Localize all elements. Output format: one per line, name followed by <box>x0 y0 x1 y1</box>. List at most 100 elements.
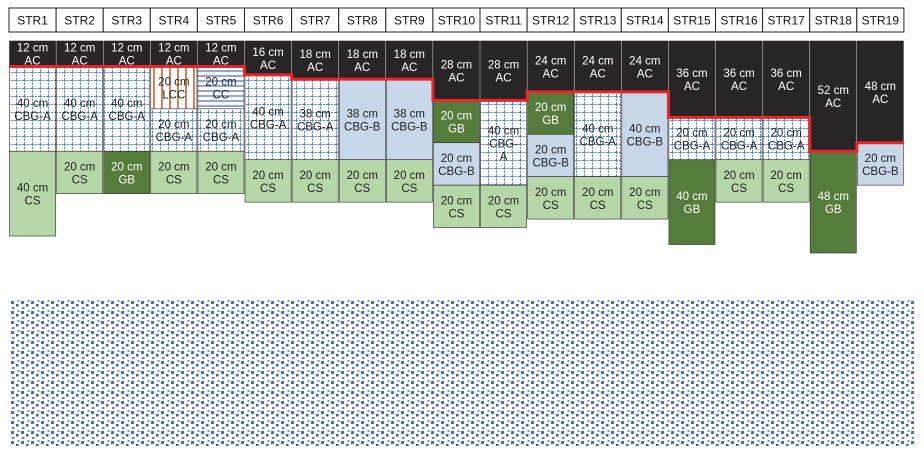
layer-block-gb <box>527 91 574 135</box>
section-header-label: STR5 <box>206 14 237 28</box>
layer-block-ac <box>856 40 904 144</box>
layer-label: 20 cm CS <box>770 170 801 195</box>
layer-block-cbg-b <box>433 142 480 186</box>
section-header-label: STR3 <box>111 14 142 28</box>
layer-label: 12 cm AC <box>64 43 95 68</box>
layer-label: 20 cm CS <box>252 170 283 195</box>
layer-label: 18 cm AC <box>299 49 330 74</box>
layer-blocks: 12 cm AC 40 cm CBG-A 40 cm CS 12 cm AC 40 cm CBG-… <box>9 40 904 254</box>
layer-block-cbg-a <box>197 108 245 152</box>
layer-label: 40 cm CBG-B <box>627 123 664 148</box>
section-header-cell <box>620 7 669 33</box>
layer-block-cbg-a <box>103 66 151 152</box>
layer-label: 38 cm CBG-B <box>391 108 428 133</box>
section-header-cell <box>715 7 764 33</box>
layer-label: 28 cm AC <box>441 60 472 85</box>
section-header-cell <box>432 7 481 33</box>
section-header-label: STR6 <box>253 14 284 28</box>
layer-label: 52 cm AC <box>818 85 849 110</box>
layer-block-ac <box>527 40 574 93</box>
layer-label: 40 cm CBG-A <box>488 125 519 163</box>
layer-label: 20 cm CBG-B <box>862 153 899 178</box>
section-header-label: STR4 <box>159 14 190 28</box>
section-header-label: STR13 <box>579 14 617 28</box>
section-header-label: STR1 <box>17 14 48 28</box>
layer-block-cs <box>621 176 669 220</box>
layer-block-ac <box>291 40 339 80</box>
layer-block-lcc <box>150 66 198 110</box>
layer-label: 24 cm AC <box>629 55 660 80</box>
layer-block-cbg-b <box>338 78 386 161</box>
section-header-cell <box>291 7 340 33</box>
layer-label: 20 cm CS <box>629 187 660 212</box>
layer-block-cs <box>9 150 56 237</box>
layer-block-ac <box>433 40 480 101</box>
layer-label: 40 cm CS <box>17 183 48 208</box>
layer-label: 20 cm CS <box>723 170 754 195</box>
layer-label: 12 cm AC <box>17 43 48 68</box>
layer-label: 20 cm CC <box>205 77 236 102</box>
section-header-label: STR19 <box>862 14 900 28</box>
layer-block-ac <box>9 40 56 67</box>
layer-label: 20 cm CBG-B <box>438 153 475 178</box>
layer-block-ac <box>621 40 669 93</box>
layer-label: 20 cm LCC <box>158 77 189 102</box>
layer-block-cc <box>197 66 245 110</box>
section-header-label: STR14 <box>626 14 664 28</box>
layer-label: 20 cm CS <box>158 161 189 186</box>
layer-label: 20 cm CS <box>205 161 236 186</box>
layer-block-cs <box>244 159 292 203</box>
layer-label: 40 cm CBG-A <box>61 98 98 123</box>
section-header-label: STR2 <box>64 14 95 28</box>
layer-label: 20 cm CBG-B <box>532 144 569 169</box>
layer-block-cbg-a <box>56 66 103 152</box>
layer-label: 36 cm AC <box>676 68 707 93</box>
section-header-cell <box>762 7 811 33</box>
layer-block-cs <box>385 159 433 203</box>
layer-label: 24 cm AC <box>582 55 613 80</box>
layer-block-ac <box>668 40 716 118</box>
layer-label: 20 cm CBG-A <box>203 119 240 144</box>
section-header-cell <box>55 7 104 33</box>
surface-outline <box>9 64 904 153</box>
layer-label: 20 cm GB <box>441 111 472 136</box>
layer-label: 36 cm AC <box>770 68 801 93</box>
layer-block-ac <box>103 40 151 67</box>
layer-block-cbg-a <box>291 78 339 161</box>
section-header-label: STR18 <box>815 14 853 28</box>
layer-label: 24 cm AC <box>535 55 566 80</box>
section-header-label: STR15 <box>673 14 711 28</box>
layer-block-cbg-a <box>150 108 198 152</box>
subgrade-area <box>10 300 914 446</box>
layer-label: 20 cm CS <box>582 187 613 212</box>
section-header-label: STR17 <box>767 14 805 28</box>
section-header-label: STR10 <box>438 14 476 28</box>
layer-label: 20 cm CS <box>64 161 95 186</box>
layer-block-ac <box>385 40 433 80</box>
layer-block-cs <box>480 184 527 228</box>
section-header-label: STR8 <box>347 14 378 28</box>
layer-block-cs <box>574 176 622 220</box>
layer-label: 40 cm GB <box>676 191 707 216</box>
section-header-cell <box>856 7 905 33</box>
layer-label: 12 cm AC <box>111 43 142 68</box>
layer-label: 36 cm AC <box>723 68 754 93</box>
layer-label: 40 cm CBG-A <box>250 106 287 131</box>
layer-label: 40 cm CBG-A <box>14 98 51 123</box>
layer-label: 40 cm CBG-A <box>109 98 146 123</box>
layer-label: 28 cm AC <box>488 60 519 85</box>
layer-label: 20 cm CBG-A <box>768 128 805 153</box>
layer-label: 16 cm AC <box>252 47 283 72</box>
layer-block-cbg-b <box>385 78 433 161</box>
layer-block-ac <box>338 40 386 80</box>
layer-label: 20 cm CBG-A <box>674 128 711 153</box>
layer-label: 20 cm CS <box>299 170 330 195</box>
layer-block-ac <box>480 40 527 101</box>
layer-block-cs <box>527 176 574 220</box>
layer-label: 20 cm CS <box>347 170 378 195</box>
section-header-cell <box>338 7 387 33</box>
layer-block-ac <box>150 40 198 67</box>
layer-label: 20 cm CBG-A <box>156 119 193 144</box>
section-header-label: STR9 <box>394 14 425 28</box>
